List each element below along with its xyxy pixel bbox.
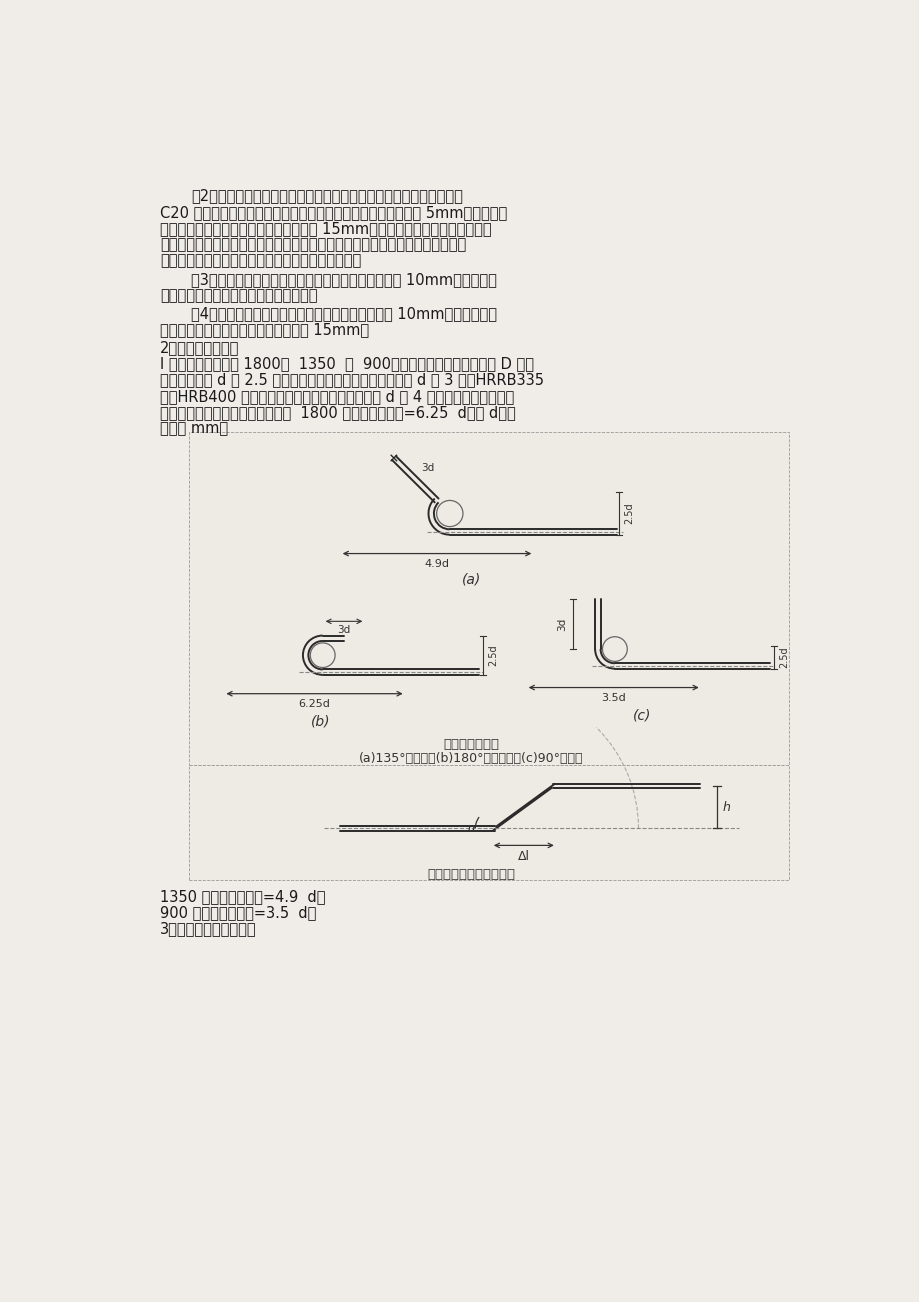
Text: (a)135°斜弯鑉；(b)180°半圆弯鑉；(c)90°直弯鑉: (a)135°斜弯鑉；(b)180°半圆弯鑉；(c)90°直弯鑉 [358,753,584,766]
Text: 箍筋和构造锂筋的保护层厚度不应小于 15mm。: 箍筋和构造锂筋的保护层厚度不应小于 15mm。 [160,323,369,337]
Text: 弯起锂筋增加长度示意图: 弯起锂筋增加长度示意图 [427,867,515,880]
Text: 3d: 3d [337,625,350,635]
Bar [188,764,789,880]
Text: 1350 的每个弯钉长度=4.9  d；: 1350 的每个弯钉长度=4.9 d； [160,889,325,905]
Text: (a): (a) [461,572,481,586]
Text: 900 的每个弯钉长度=3.5  d；: 900 的每个弯钉长度=3.5 d； [160,905,316,921]
Text: 表中室内正常环境中的构件的保护层厚度数値采用。: 表中室内正常环境中的构件的保护层厚度数値采用。 [160,254,361,268]
Text: 度应符合设计要求。如下图所示：  1800 的每个弯钉长度=6.25  d；（ d为锂: 度应符合设计要求。如下图所示： 1800 的每个弯钉长度=6.25 d；（ d为… [160,405,516,421]
Bar [188,432,789,764]
Text: 筋直径 mm）: 筋直径 mm） [160,421,228,436]
Text: 3d: 3d [421,464,435,473]
Text: α: α [467,823,475,836]
Text: 4.9d: 4.9d [424,559,449,569]
Text: 锂筋弯钉示意图: 锂筋弯钉示意图 [443,738,499,751]
Text: （2）处于室内正常环境由工厂生产的预制构件，当砖强度等级不低于: （2）处于室内正常环境由工厂生产的预制构件，当砖强度等级不低于 [191,189,462,203]
Text: 3、弯起锂筋的增加长度: 3、弯起锂筋的增加长度 [160,922,256,936]
Text: (b): (b) [311,715,330,729]
Text: 预制构件，当表面另作水泥砂浆抄面且有质量可靠保证措施时其保护层厚度可按: 预制构件，当表面另作水泥砂浆抄面且有质量可靠保证措施时其保护层厚度可按 [160,237,466,253]
Text: 小于锂筋直径 d 的 2.5 倍，平直部分长度不宜小于锂筋直径 d 的 3 倍；HRRB335: 小于锂筋直径 d 的 2.5 倍，平直部分长度不宜小于锂筋直径 d 的 3 倍；… [160,372,543,388]
Text: 2.5d: 2.5d [623,503,633,525]
Text: （3）锂筋砖受弯构件，锂筋端头的保护层厚度一般为 10mm；预制的股: （3）锂筋砖受弯构件，锂筋端头的保护层厚度一般为 10mm；预制的股 [191,272,496,286]
Text: 6.25d: 6.25d [299,699,330,710]
Text: 2、锂筋的弯钉长度: 2、锂筋的弯钉长度 [160,340,239,355]
Text: I 级锂筋末端需要做 1800、  1350  、  900、弯钉时，其圆弧弯曲直径 D 不应: I 级锂筋末端需要做 1800、 1350 、 900、弯钉时，其圆弧弯曲直径 … [160,357,533,371]
Text: 2.5d: 2.5d [488,644,498,667]
Text: (c): (c) [632,708,651,723]
Text: h: h [721,801,730,814]
Text: 件中的预应力锂筋的保护层厚度不应小于 15mm；处于露天或室内高湿度环境的: 件中的预应力锂筋的保护层厚度不应小于 15mm；处于露天或室内高湿度环境的 [160,221,491,236]
Text: C20 且施工质量有可靠保证时，其保护层厚度可按表中规定减少 5mm，但预制构: C20 且施工质量有可靠保证时，其保护层厚度可按表中规定减少 5mm，但预制构 [160,204,506,220]
Text: Δl: Δl [517,850,529,863]
Text: 形板，其主股的保护层厚度可按梁考虑。: 形板，其主股的保护层厚度可按梁考虑。 [160,288,317,303]
Text: 3.5d: 3.5d [601,693,626,703]
Text: 2.5d: 2.5d [778,647,789,668]
Text: （4）板、墙、壳中分布锂筋的保护层厚度不应小于 10mm；梁、柱中的: （4）板、墙、壳中分布锂筋的保护层厚度不应小于 10mm；梁、柱中的 [191,306,496,322]
Text: 级、HRB400 级锂筋的弯弧内径不应小于锂筋直径 d 的 4 倍，弯钉的平直部分长: 级、HRB400 级锂筋的弯弧内径不应小于锂筋直径 d 的 4 倍，弯钉的平直部… [160,389,514,404]
Text: 3d: 3d [557,617,567,630]
